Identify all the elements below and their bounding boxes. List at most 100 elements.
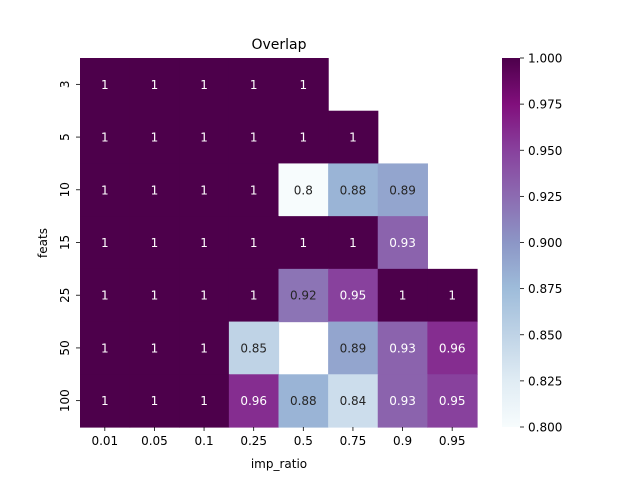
y-axis-label: feats (36, 228, 50, 258)
cell-value-label: 1 (299, 78, 307, 92)
heatmap-cell (228, 163, 280, 217)
cell-value-label: 1 (200, 236, 208, 250)
heatmap-cell (179, 216, 230, 270)
cell-value-label: 0.95 (340, 289, 367, 303)
y-tick-label: 25 (58, 288, 72, 303)
x-tick-label: 0.1 (195, 434, 214, 448)
y-tick-label: 100 (58, 389, 72, 412)
heatmap-cell (129, 163, 180, 217)
heatmap-cell (179, 321, 230, 375)
chart-title: Overlap (251, 37, 306, 53)
heatmap-cell (80, 216, 131, 270)
heatmap-cell (129, 268, 180, 323)
heatmap-cell (228, 110, 280, 165)
cell-value-label: 0.89 (340, 341, 367, 355)
cell-value-label: 1 (399, 289, 407, 303)
colorbar-tick-label: 0.950 (528, 144, 562, 158)
cell-value-label: 1 (151, 236, 159, 250)
cell-value-label: 1 (299, 131, 307, 145)
y-tick-label: 5 (58, 133, 72, 141)
heatmap-cell (377, 374, 428, 428)
heatmap-cell (377, 268, 428, 323)
cell-value-label: 1 (151, 131, 159, 145)
heatmap-cell (80, 374, 131, 428)
heatmap-cell (228, 58, 280, 112)
heatmap-cells: 1 1 1 1 1 1 1 1 1 1 1 1 1 1 1 0.8 0.88 0.89 1 1 1 1 1 1 0.93 1 1 1 1… (80, 58, 478, 428)
colorbar-tick-label: 0.875 (528, 282, 562, 296)
heatmap-cell (228, 268, 280, 323)
heatmap-cell (80, 268, 131, 323)
colorbar-gradient (502, 58, 520, 427)
cell-value-label: 0.8 (294, 183, 313, 197)
heatmap-cell (328, 163, 379, 217)
heatmap-cell (278, 163, 329, 217)
cell-value-label: 0.84 (340, 394, 367, 408)
cell-value-label: 1 (151, 341, 159, 355)
cell-value-label: 0.89 (389, 183, 416, 197)
heatmap-cell (377, 321, 428, 375)
cell-value-label: 1 (250, 289, 258, 303)
x-tick-label: 0.9 (393, 434, 412, 448)
x-tick-label: 0.05 (141, 434, 168, 448)
cell-value-label: 0.93 (389, 236, 416, 250)
cell-value-label: 1 (349, 236, 357, 250)
cell-value-label: 1 (250, 183, 258, 197)
y-tick-label: 50 (58, 340, 72, 355)
heatmap-cell (328, 374, 379, 428)
cell-value-label: 1 (250, 131, 258, 145)
y-axis-ticks: 3 5 10 15 25 50 100 (58, 81, 80, 412)
colorbar-tick-label: 0.825 (528, 374, 562, 388)
heatmap-cell (278, 374, 329, 428)
heatmap-cell (278, 110, 329, 165)
cell-value-label: 1 (349, 131, 357, 145)
heatmap-cell (328, 216, 379, 270)
heatmap-cell (427, 374, 478, 428)
cell-value-label: 1 (200, 78, 208, 92)
cell-value-label: 1 (299, 236, 307, 250)
cell-value-label: 1 (101, 341, 109, 355)
heatmap-cell (278, 216, 329, 270)
heatmap-cell (129, 110, 180, 165)
y-tick-label: 10 (58, 182, 72, 197)
x-tick-label: 0.25 (240, 434, 267, 448)
cell-value-label: 1 (151, 289, 159, 303)
heatmap-cell (179, 374, 230, 428)
colorbar: 0.800 0.825 0.850 0.875 0.900 0.925 0.950 0.975… (502, 52, 562, 435)
heatmap-cell (179, 58, 230, 112)
cell-value-label: 0.92 (290, 289, 317, 303)
cell-value-label: 1 (250, 78, 258, 92)
heatmap-cell (377, 163, 428, 217)
cell-value-label: 1 (250, 236, 258, 250)
colorbar-tick-label: 1.000 (528, 52, 562, 66)
colorbar-tick-label: 0.925 (528, 190, 562, 204)
cell-value-label: 0.96 (439, 341, 466, 355)
heatmap-cell (427, 321, 478, 375)
y-tick-label: 15 (58, 235, 72, 250)
cell-value-label: 1 (101, 236, 109, 250)
cell-value-label: 1 (101, 289, 109, 303)
cell-value-label: 1 (101, 394, 109, 408)
colorbar-tick-label: 0.975 (528, 98, 562, 112)
cell-value-label: 1 (200, 131, 208, 145)
cell-value-label: 1 (101, 78, 109, 92)
x-tick-label: 0.95 (439, 434, 466, 448)
cell-value-label: 0.96 (240, 394, 267, 408)
heatmap-cell (129, 216, 180, 270)
cell-value-label: 1 (200, 183, 208, 197)
cell-value-label: 0.93 (389, 394, 416, 408)
heatmap-cell (80, 163, 131, 217)
colorbar-tick-label: 0.800 (528, 421, 562, 435)
cell-value-label: 1 (200, 394, 208, 408)
cell-value-label: 0.85 (240, 341, 267, 355)
heatmap-cell (228, 374, 280, 428)
heatmap-cell (179, 268, 230, 323)
heatmap-cell (228, 216, 280, 270)
heatmap-cell (228, 321, 280, 375)
heatmap-cell (427, 268, 478, 323)
colorbar-tick-label: 0.900 (528, 236, 562, 250)
x-axis-label: imp_ratio (251, 457, 307, 471)
heatmap-cell (80, 110, 131, 165)
heatmap-cell (129, 321, 180, 375)
heatmap-cell (179, 110, 230, 165)
